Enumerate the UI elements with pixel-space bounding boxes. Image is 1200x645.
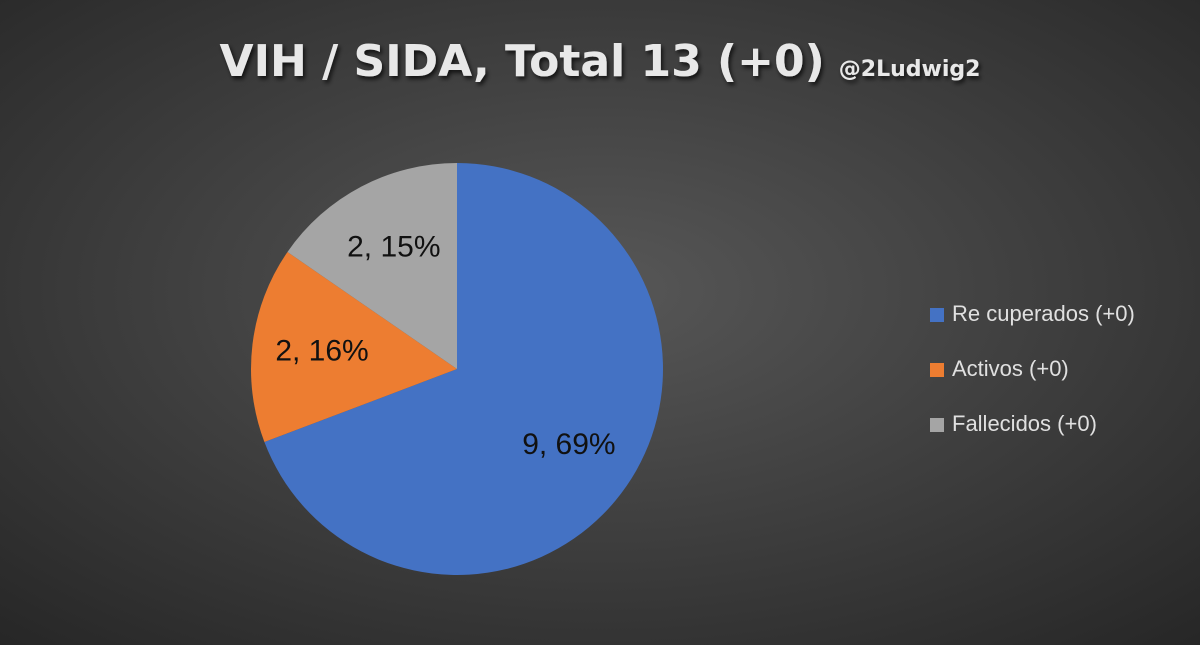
pie-slice: [287, 163, 457, 369]
chart-subtitle: @2Ludwig2: [839, 57, 981, 82]
data-label: 2, 15%: [347, 231, 440, 264]
data-label: 9, 69%: [522, 428, 615, 461]
legend-swatch: [930, 363, 944, 377]
legend-swatch: [930, 308, 944, 322]
title-group: VIH / SIDA, Total 13 (+0) @2Ludwig2: [220, 36, 981, 87]
data-label: 2, 16%: [275, 335, 368, 368]
legend-label: Fallecidos (+0): [952, 411, 1097, 436]
chart-title: VIH / SIDA, Total 13 (+0): [220, 36, 825, 87]
legend-label: Re cuperados (+0): [952, 301, 1135, 326]
legend-swatch: [930, 418, 944, 432]
pie-slice: [251, 251, 457, 443]
pie-slice: [264, 163, 663, 576]
legend-label: Activos (+0): [952, 356, 1069, 381]
